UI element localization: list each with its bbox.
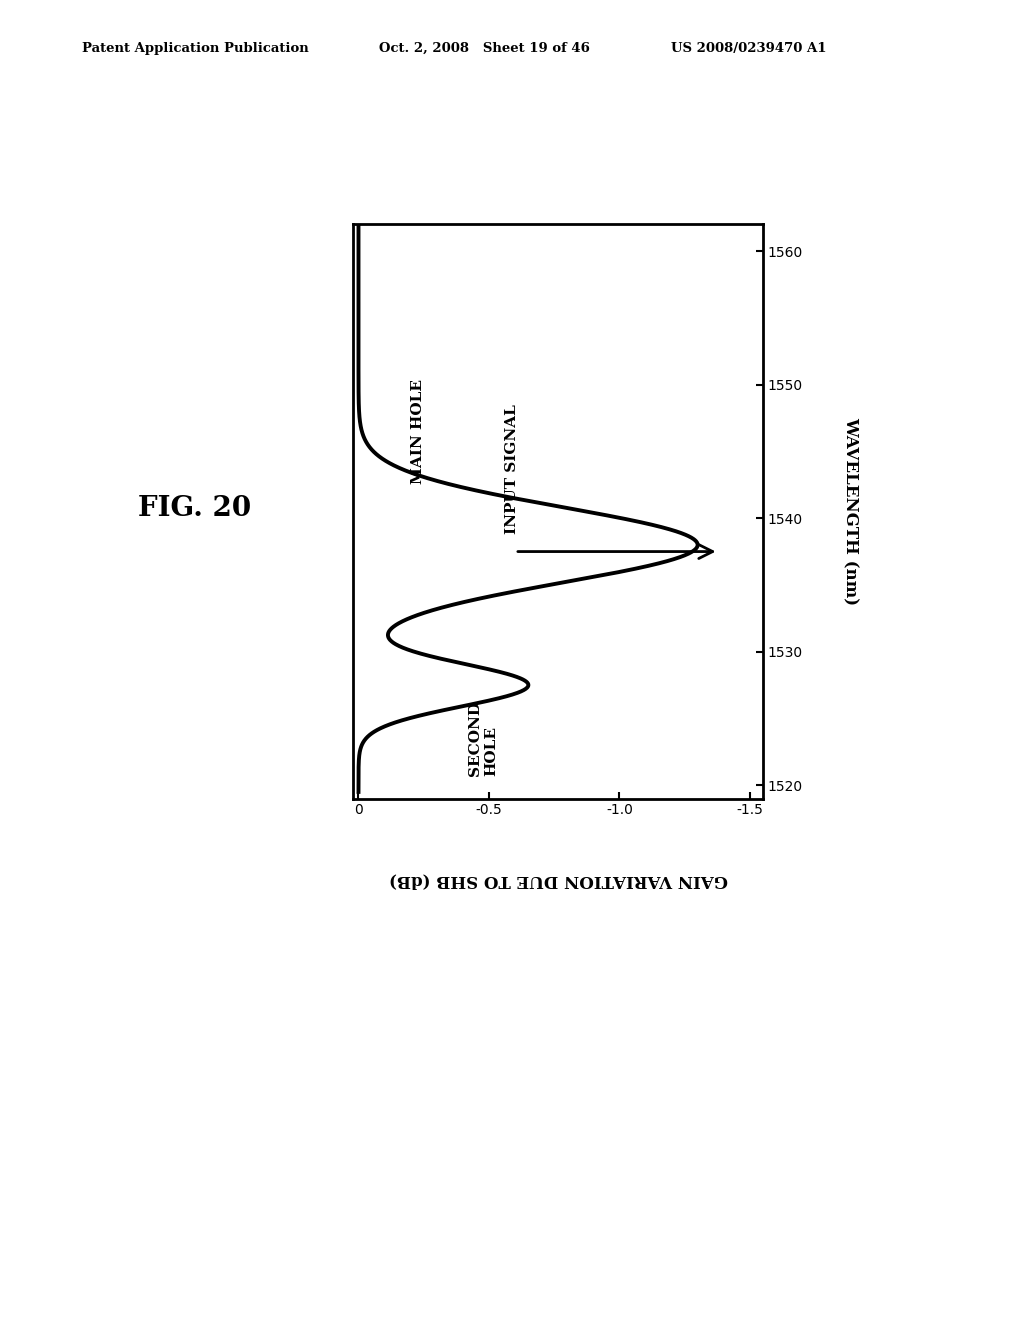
Text: Oct. 2, 2008   Sheet 19 of 46: Oct. 2, 2008 Sheet 19 of 46 (379, 42, 590, 55)
Text: Patent Application Publication: Patent Application Publication (82, 42, 308, 55)
Text: SECOND
HOLE: SECOND HOLE (468, 701, 499, 776)
Text: WAVELENGTH (nm): WAVELENGTH (nm) (842, 417, 858, 606)
Text: INPUT SIGNAL: INPUT SIGNAL (505, 404, 518, 535)
Text: MAIN HOLE: MAIN HOLE (411, 379, 425, 484)
Text: GAIN VARIATION DUE TO SHB (dB): GAIN VARIATION DUE TO SHB (dB) (388, 871, 728, 888)
Text: US 2008/0239470 A1: US 2008/0239470 A1 (671, 42, 826, 55)
Text: FIG. 20: FIG. 20 (138, 495, 251, 521)
